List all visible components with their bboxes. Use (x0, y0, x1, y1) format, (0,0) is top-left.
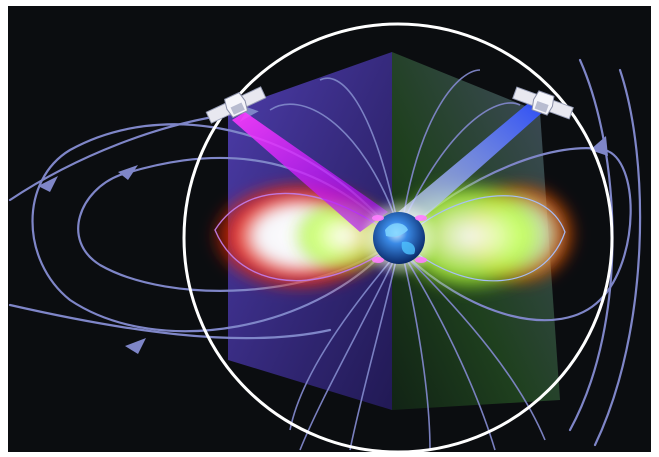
arrow-icon (118, 165, 138, 180)
aurora-south-right (415, 257, 427, 263)
inner-field-lines (214, 69, 566, 451)
earth-continent (385, 223, 408, 237)
satellite-right (512, 86, 574, 120)
arrow-icon (38, 176, 58, 192)
satellite-body-shade (534, 100, 549, 113)
earth-continent (401, 241, 416, 255)
aurora-south-left (372, 257, 384, 263)
satellite-left (205, 86, 267, 124)
aurora-north-right (415, 215, 427, 221)
arrow-icon (125, 338, 146, 354)
satellite-beam-left (232, 112, 388, 232)
aurora-north-left (372, 215, 384, 221)
satellite-body-shade (230, 102, 245, 115)
satellite-beam-right (398, 100, 545, 228)
satellite-orbit-ring (182, 22, 614, 454)
